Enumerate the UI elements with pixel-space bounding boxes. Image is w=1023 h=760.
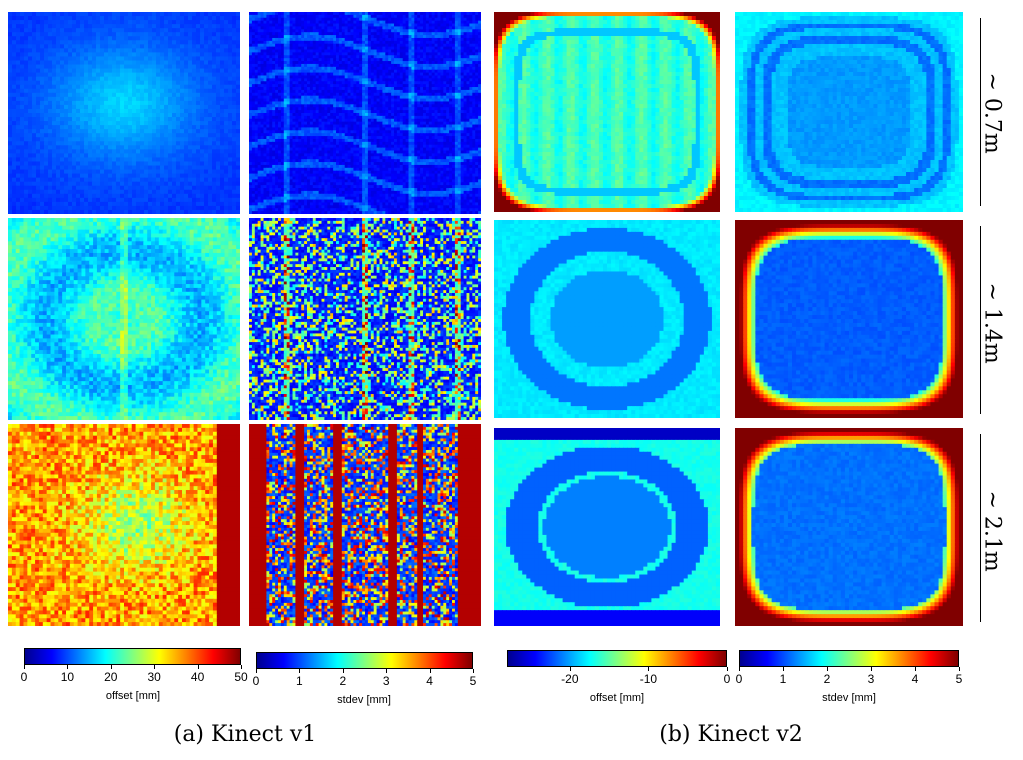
distance-rule-1.4m [980,226,981,414]
heatmap-v2-stdev-0.7m [735,12,963,212]
heatmap-canvas [494,428,720,626]
heatmap-canvas [249,424,481,626]
colorbar-label-v2-offset: offset [mm] [590,692,644,704]
colorbar-label-v1-stdev: stdev [mm] [337,694,391,706]
colorbar-tick-mark [386,669,388,673]
colorbar-tick-mark [827,667,828,671]
colorbar-tick-mark [569,667,571,671]
heatmap-v1-stdev-1.4m [249,218,481,420]
heatmap-canvas [735,220,963,418]
colorbar-tick-mark [197,665,199,669]
caption-kinect-v2: (b) Kinect v2 [659,722,802,747]
colorbar-tick-label: 5 [956,672,963,686]
colorbar-tick-label: 1 [296,674,303,688]
heatmap-v2-stdev-1.4m [735,220,963,418]
heatmap-canvas [8,424,240,626]
heatmap-v1-stdev-0.7m [249,12,481,214]
colorbar-tick-mark [342,669,344,673]
colorbar-tick-mark [871,667,872,671]
colorbar-label-v1-offset: offset [mm] [106,690,160,702]
distance-label-1.4m: ~ 1.4m [980,283,1005,364]
heatmap-v1-offset-0.7m [8,12,240,214]
colorbar-tick-mark [473,669,474,673]
colorbar-tick-mark [256,669,257,673]
heatmap-v2-offset-0.7m [494,12,720,212]
heatmap-canvas [249,12,481,214]
heatmap-v1-stdev-2.1m [249,424,481,626]
colorbar-tick-label: 0 [736,672,743,686]
colorbar-tick-mark [241,665,242,669]
heatmap-v2-offset-2.1m [494,428,720,626]
heatmap-canvas [8,12,240,214]
heatmap-canvas [735,12,963,212]
colorbar-tick-mark [727,667,728,671]
colorbar-tick-label: -10 [640,672,657,686]
colorbar-tick-label: 0 [724,672,731,686]
colorbar-tick-mark [154,665,156,669]
colorbar-tick-mark [110,665,112,669]
colorbar-tick-mark [739,667,740,671]
colorbar-tick-label: 0 [21,670,28,684]
colorbar-tick-label: -20 [561,672,578,686]
colorbar-tick-label: 5 [470,674,477,688]
colorbar-tick-label: 0 [253,674,260,688]
distance-label-2.1m: ~ 2.1m [980,491,1005,572]
colorbar-tick-label: 40 [191,670,204,684]
colorbar-tick-mark [299,669,301,673]
colorbar-tick-mark [783,667,784,671]
colorbar-tick-label: 2 [824,672,831,686]
distance-rule-0.7m [980,18,981,206]
colorbar-tick-label: 1 [780,672,787,686]
colorbar-tick-label: 3 [383,674,390,688]
heatmap-canvas [249,218,481,420]
caption-kinect-v1: (a) Kinect v1 [174,722,317,747]
heatmap-v1-offset-2.1m [8,424,240,626]
heatmap-canvas [494,220,720,418]
heatmap-canvas [494,12,720,212]
colorbar-tick-label: 3 [868,672,875,686]
colorbar-tick-mark [915,667,916,671]
colorbar-tick-mark [429,669,431,673]
heatmap-v2-offset-1.4m [494,220,720,418]
colorbar-label-v2-stdev: stdev [mm] [822,692,876,704]
colorbar-tick-mark [648,667,650,671]
colorbar-tick-label: 10 [61,670,74,684]
heatmap-v2-stdev-2.1m [735,428,963,626]
colorbar-tick-label: 2 [339,674,346,688]
heatmap-v1-offset-1.4m [8,218,240,420]
heatmap-canvas [8,218,240,420]
colorbar-tick-label: 4 [912,672,919,686]
colorbar-tick-mark [67,665,69,669]
heatmap-canvas [735,428,963,626]
colorbar-v2-offset [507,650,727,667]
colorbar-tick-mark [24,665,25,669]
colorbar-v1-stdev [256,652,473,669]
colorbar-tick-label: 4 [426,674,433,688]
distance-label-0.7m: ~ 0.7m [980,73,1005,154]
colorbar-tick-label: 20 [104,670,117,684]
colorbar-v1-offset [24,648,241,665]
colorbar-tick-label: 30 [148,670,161,684]
colorbar-v2-stdev [739,650,959,667]
colorbar-tick-label: 50 [234,670,247,684]
colorbar-tick-mark [959,667,960,671]
distance-rule-2.1m [980,434,981,622]
